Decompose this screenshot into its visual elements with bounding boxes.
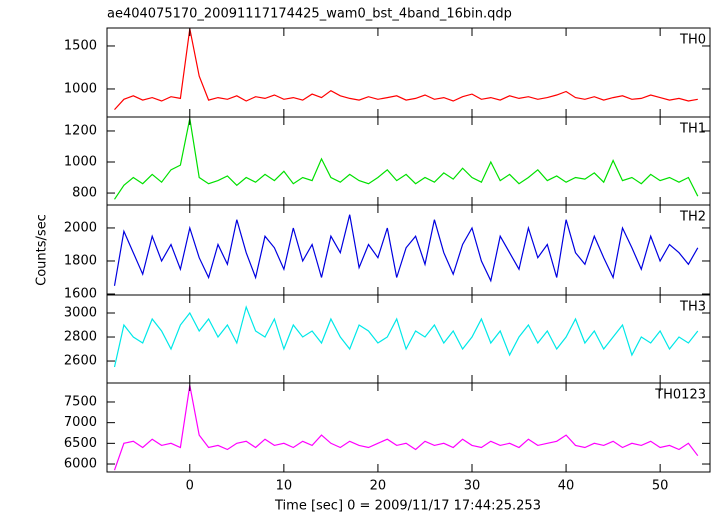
y-tick-label: 6500	[64, 436, 97, 451]
panel-frame	[106, 294, 711, 384]
x-tick-label: 30	[464, 479, 481, 494]
y-tick-label: 1500	[64, 38, 97, 53]
y-tick-label: 2600	[64, 354, 97, 369]
y-axis-label: Counts/sec	[35, 214, 50, 286]
panel-frame	[106, 204, 711, 296]
x-axis-label: Time [sec] 0 = 2009/11/17 17:44:25.253	[274, 499, 541, 514]
y-tick-label: 800	[72, 186, 97, 201]
x-tick-label: 50	[652, 479, 669, 494]
y-tick-label: 6000	[64, 457, 97, 472]
x-tick-label: 0	[186, 479, 194, 494]
series-line	[114, 28, 698, 111]
y-tick-label: 7500	[64, 394, 97, 409]
series-label: TH0123	[654, 388, 706, 403]
series-line	[114, 118, 699, 200]
series-label: TH0	[679, 33, 706, 48]
y-tick-label: 1800	[64, 253, 97, 268]
y-tick-label: 1000	[64, 155, 97, 170]
y-tick-label: 2800	[64, 330, 97, 345]
panel-frame	[106, 27, 711, 118]
x-tick-label: 40	[558, 479, 575, 494]
y-tick-label: 2000	[64, 220, 97, 235]
y-tick-label: 1600	[64, 287, 97, 302]
y-tick-label: 1000	[64, 81, 97, 96]
series-line	[113, 305, 699, 368]
panel-frame	[106, 116, 711, 206]
series-line	[113, 214, 699, 286]
series-label: TH1	[679, 122, 706, 137]
x-tick-label: 20	[370, 479, 387, 494]
chart-title: ae404075170_20091117174425_wam0_bst_4ban…	[107, 7, 512, 22]
series-label: TH3	[679, 300, 706, 315]
y-tick-label: 3000	[64, 306, 97, 321]
series-label: TH2	[679, 210, 706, 225]
series-line	[113, 385, 699, 471]
y-tick-label: 1200	[64, 123, 97, 138]
x-tick-label: 10	[276, 479, 293, 494]
y-tick-label: 7000	[64, 415, 97, 430]
panel-frame	[106, 382, 711, 473]
